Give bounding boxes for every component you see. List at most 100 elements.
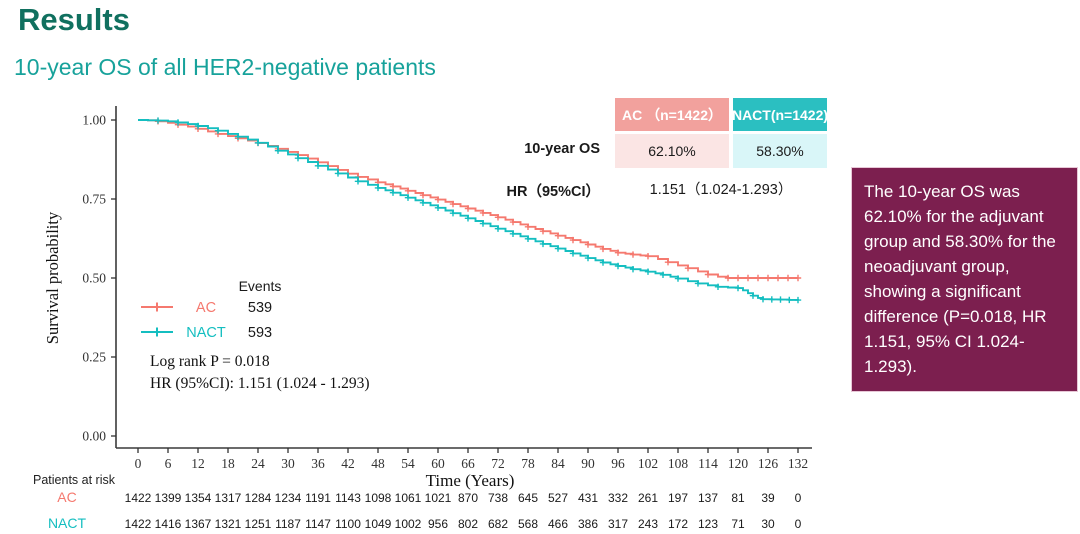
risk-value: 1143 [335, 491, 361, 505]
risk-value: 870 [458, 491, 478, 505]
risk-value: 1399 [155, 491, 182, 505]
svg-text:0.50: 0.50 [82, 271, 106, 286]
risk-value: 386 [578, 517, 598, 531]
svg-text:120: 120 [728, 456, 749, 471]
section-subtitle: 10-year OS of all HER2-negative patients [14, 54, 436, 80]
risk-value: 645 [518, 491, 538, 505]
summary-hr-value: 1.151（1.024-1.293） [649, 182, 793, 198]
page-title: Results [18, 2, 130, 37]
risk-value: 1098 [365, 491, 392, 505]
risk-value: 81 [731, 491, 745, 505]
svg-text:1.00: 1.00 [82, 113, 106, 128]
svg-text:48: 48 [371, 456, 385, 471]
risk-value: 1422 [125, 491, 152, 505]
summary-value-nact: 58.30% [733, 134, 827, 168]
risk-value: 1234 [275, 491, 302, 505]
svg-text:66: 66 [461, 456, 475, 471]
axes [115, 106, 812, 449]
svg-text:54: 54 [401, 456, 415, 471]
risk-value: 1367 [185, 517, 212, 531]
svg-text:36: 36 [311, 456, 325, 471]
risk-value: 527 [548, 491, 568, 505]
risk-value: 956 [428, 517, 448, 531]
logrank-text: Log rank P = 0.018 [150, 353, 270, 370]
callout-text: The 10-year OS was 62.10% for the adjuva… [864, 182, 1056, 376]
risk-value: 738 [488, 491, 508, 505]
tick-labels: 0 6 12 18 24 30 36 42 48 54 60 66 72 78 84 90 96 102 108 11… [82, 113, 808, 472]
svg-text:42: 42 [341, 456, 355, 471]
svg-text:90: 90 [581, 456, 595, 471]
risk-value: 1061 [395, 491, 422, 505]
risk-value: 1147 [305, 517, 331, 531]
legend-events-NACT: 593 [248, 325, 272, 341]
x-axis-label: Time (Years) [426, 471, 515, 490]
svg-text:108: 108 [668, 456, 689, 471]
risk-row-label-AC: AC [57, 489, 76, 505]
svg-text:6: 6 [165, 456, 172, 471]
svg-text:72: 72 [491, 456, 505, 471]
risk-value: 1284 [245, 491, 272, 505]
svg-text:12: 12 [191, 456, 205, 471]
svg-text:102: 102 [638, 456, 658, 471]
risk-value: 172 [668, 517, 688, 531]
risk-value: 39 [761, 491, 775, 505]
svg-text:0.00: 0.00 [82, 429, 106, 444]
km-survival-plot: 0 6 12 18 24 30 36 42 48 54 60 66 72 78 84 90 96 102 108 11… [33, 106, 812, 531]
svg-text:96: 96 [611, 456, 625, 471]
risk-value: 1251 [245, 517, 272, 531]
summary-row-label-hr: HR（95%CI） [506, 184, 600, 200]
risk-value: 1416 [155, 517, 182, 531]
risk-value: 197 [668, 491, 688, 505]
km-curve-NACT [138, 117, 802, 304]
risk-value: 1049 [365, 517, 392, 531]
stat-annotations: Log rank P = 0.018 HR (95%CI): 1.151 (1.0… [150, 353, 370, 392]
svg-text:24: 24 [251, 456, 265, 471]
tick-marks [111, 119, 799, 453]
legend-events-AC: 539 [248, 300, 272, 316]
risk-value: 1100 [335, 517, 361, 531]
risk-value: 1187 [275, 517, 301, 531]
risk-value: 682 [488, 517, 508, 531]
summary-header-nact: NACT(n=1422) [732, 98, 828, 131]
risk-value: 431 [578, 491, 598, 505]
y-axis-label: Survival probability [43, 211, 62, 344]
censor-marks-NACT [154, 117, 802, 304]
svg-text:0.25: 0.25 [82, 350, 106, 365]
svg-text:18: 18 [221, 456, 235, 471]
svg-text:Events: Events [239, 278, 282, 294]
risk-value: 466 [548, 517, 568, 531]
svg-text:126: 126 [758, 456, 779, 471]
summary-value-ac: 62.10% [615, 134, 729, 168]
risk-value: 1354 [185, 491, 212, 505]
risk-value: 568 [518, 517, 538, 531]
risk-value: 1191 [305, 491, 331, 505]
risk-value: 802 [458, 517, 478, 531]
risk-value: 30 [761, 517, 775, 531]
svg-text:132: 132 [788, 456, 808, 471]
risk-value: 123 [698, 517, 718, 531]
risk-value: 1317 [215, 491, 242, 505]
risk-value: 0 [795, 491, 802, 505]
svg-text:30: 30 [281, 456, 295, 471]
risk-value: 1422 [125, 517, 152, 531]
risk-value: 1021 [425, 491, 452, 505]
hr-text: HR (95%CI): 1.151 (1.024 - 1.293) [150, 375, 370, 392]
risk-value: 1002 [395, 517, 422, 531]
risk-value: 0 [795, 517, 802, 531]
svg-text:84: 84 [551, 456, 565, 471]
risk-value: 1321 [215, 517, 242, 531]
legend-label-NACT: NACT [186, 325, 226, 341]
risk-value: 332 [608, 491, 628, 505]
legend: Events AC 539 NACT 593 [141, 278, 281, 341]
legend-label-AC: AC [196, 300, 216, 316]
summary-row-label-os: 10-year OS [524, 141, 600, 157]
svg-text:0.75: 0.75 [82, 192, 106, 207]
svg-text:0: 0 [135, 456, 142, 471]
risk-table-title: Patients at risk [33, 473, 116, 487]
svg-text:60: 60 [431, 456, 445, 471]
risk-value: 317 [608, 517, 628, 531]
result-callout: The 10-year OS was 62.10% for the adjuva… [851, 167, 1078, 392]
risk-value: 137 [698, 491, 718, 505]
